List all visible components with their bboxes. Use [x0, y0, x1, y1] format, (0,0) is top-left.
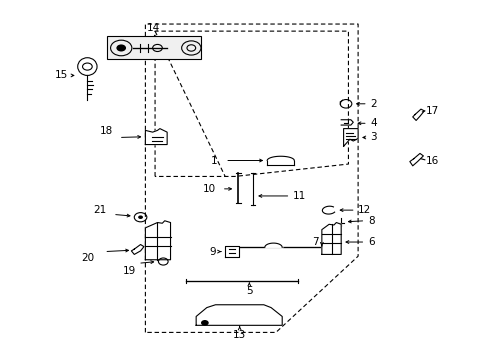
Text: 21: 21 [93, 206, 106, 215]
Polygon shape [224, 246, 238, 257]
Polygon shape [321, 222, 341, 255]
Text: 4: 4 [369, 118, 376, 128]
Text: 15: 15 [55, 71, 68, 80]
Text: 18: 18 [100, 126, 113, 136]
Text: 13: 13 [233, 330, 246, 340]
Circle shape [201, 320, 208, 326]
Polygon shape [196, 305, 282, 325]
Text: 3: 3 [369, 132, 376, 143]
Text: 19: 19 [122, 266, 136, 276]
Text: 14: 14 [147, 23, 160, 33]
Text: 12: 12 [357, 205, 370, 215]
Text: 10: 10 [202, 184, 215, 194]
Text: 8: 8 [367, 216, 374, 226]
Text: 6: 6 [367, 237, 374, 247]
Text: 9: 9 [209, 247, 216, 257]
Bar [106, 36, 201, 59]
Text: 2: 2 [369, 99, 376, 109]
Text: 16: 16 [425, 156, 438, 166]
Text: 20: 20 [81, 253, 94, 263]
Text: 1: 1 [211, 156, 218, 166]
Circle shape [138, 215, 142, 219]
Text: 17: 17 [425, 106, 438, 116]
Text: 11: 11 [292, 191, 305, 201]
Polygon shape [145, 129, 167, 145]
Text: 7: 7 [311, 237, 318, 247]
Polygon shape [343, 129, 357, 146]
Circle shape [116, 44, 126, 51]
Polygon shape [145, 221, 170, 260]
Text: 5: 5 [245, 286, 252, 296]
